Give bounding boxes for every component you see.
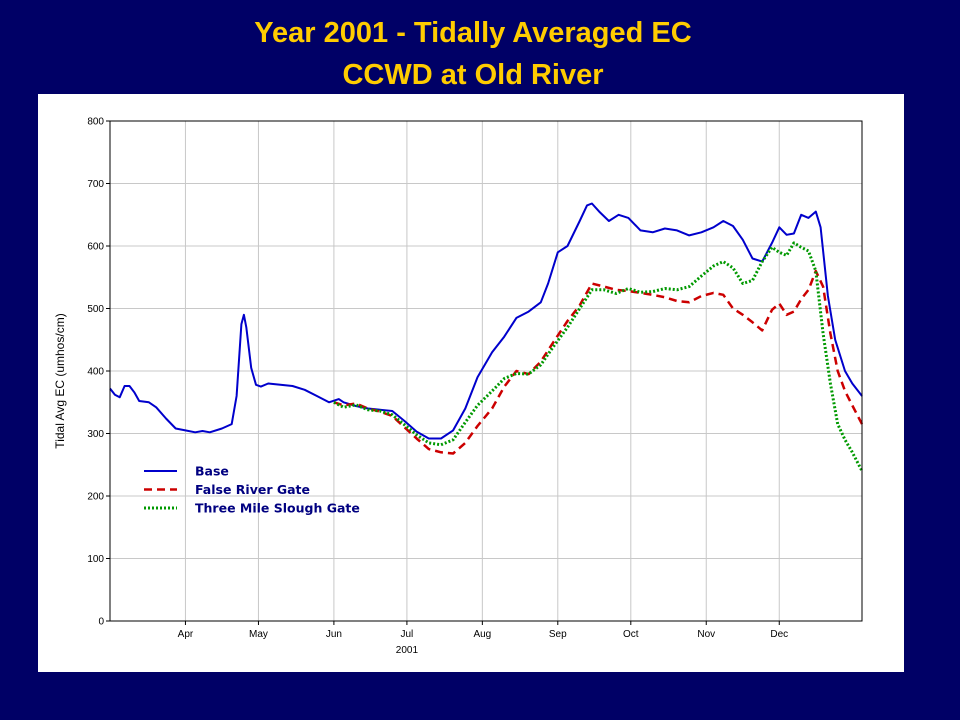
y-tick-label: 500 [87,304,104,315]
x-axis-ticks: Apr May Jun Jul Aug Sep Oct Nov Dec [178,621,788,640]
chart-title-line-2: CCWD at Old River [342,59,604,91]
x-tick-label: Nov [697,629,715,640]
y-axis-ticks: 0 100 200 300 400 500 600 700 800 [87,117,110,628]
legend-label-2: False River Gate [195,482,310,497]
y-tick-label: 200 [87,492,104,503]
series-line-2 [333,269,864,455]
legend-label-3: Three Mile Slough Gate [195,501,360,516]
legend-label-1: Base [195,464,229,479]
chart-title-line-1: Year 2001 - Tidally Averaged EC [254,17,692,49]
y-tick-label: 300 [87,429,104,440]
y-tick-label: 400 [87,367,104,378]
y-tick-label: 100 [87,554,104,565]
series-line-3 [333,241,864,472]
x-tick-label: Oct [623,629,639,640]
x-tick-label: Dec [770,629,788,640]
legend: Base False River Gate Three Mile Slough Ga… [144,464,360,516]
x-tick-label: May [249,629,268,640]
x-tick-label: Sep [549,629,567,640]
y-tick-label: 800 [87,117,104,128]
series-line-1 [109,202,863,440]
x-tick-label: Apr [178,629,194,640]
y-tick-label: 0 [98,617,104,628]
x-axis-label: 2001 [396,645,419,656]
y-tick-label: 600 [87,242,104,253]
y-axis-label: Tidal Avg EC (umhos/cm) [53,313,67,448]
chart-panel: 0 100 200 300 400 500 600 700 800 Apr May Jun Jul Au… [38,94,904,672]
grid-lines [110,120,862,622]
line-chart: 0 100 200 300 400 500 600 700 800 Apr May Jun Jul Au… [53,117,864,656]
x-tick-label: Jul [401,629,414,640]
x-tick-label: Aug [473,629,491,640]
series-layer [109,202,864,472]
y-tick-label: 700 [87,179,104,190]
x-tick-label: Jun [326,629,342,640]
